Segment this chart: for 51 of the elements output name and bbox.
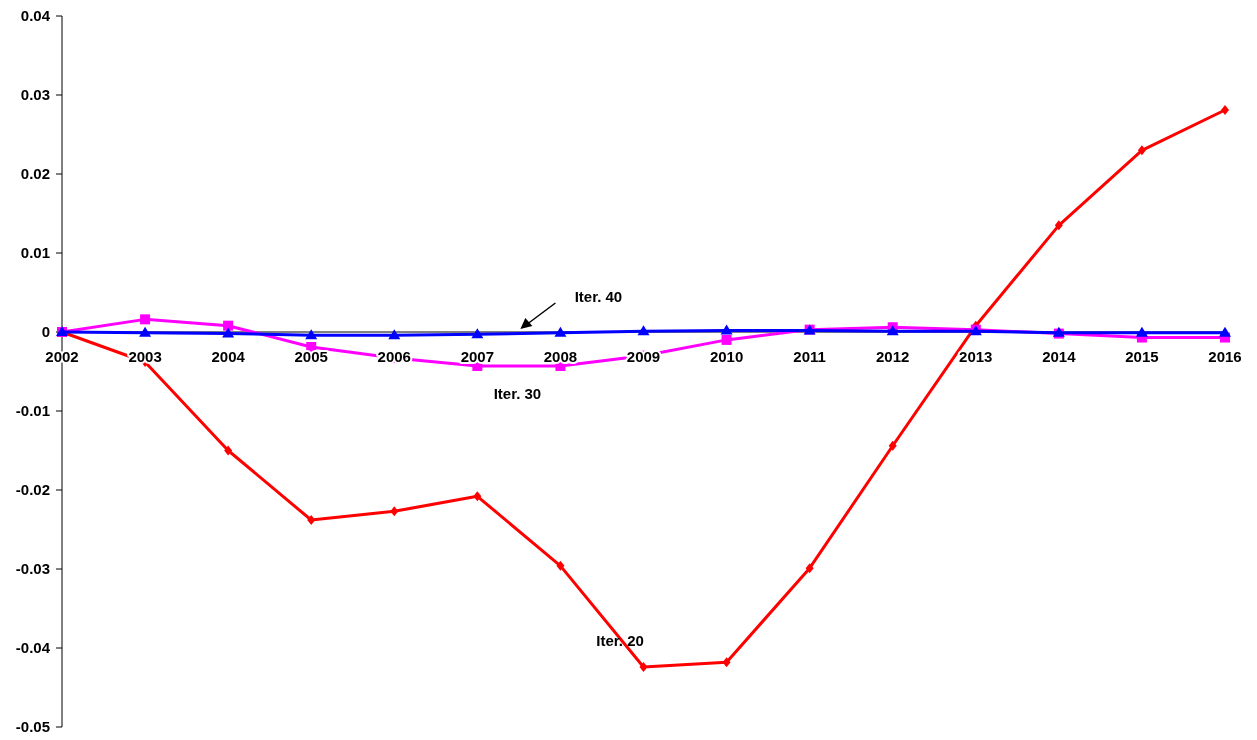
x-tick-label: 2003: [128, 348, 162, 365]
point: [805, 563, 814, 574]
y-tick-label: -0.03: [15, 560, 50, 578]
point: [473, 491, 482, 502]
x-tick-label: 2014: [1042, 348, 1077, 365]
x-tick-label: 2016: [1208, 348, 1242, 365]
point: [140, 314, 151, 325]
point: [1135, 326, 1148, 337]
x-tick-label: 2013: [959, 348, 993, 365]
point: [1137, 145, 1146, 156]
x-tick-label: 2011: [793, 348, 826, 365]
point: [721, 334, 732, 345]
point: [139, 326, 152, 337]
point: [388, 329, 401, 340]
point: [639, 661, 648, 672]
point: [556, 560, 565, 571]
y-tick-label: -0.02: [15, 481, 50, 499]
x-tick-label: 2010: [709, 348, 744, 365]
point: [1219, 326, 1231, 337]
point: [224, 445, 233, 456]
point: [1054, 220, 1063, 231]
y-tick-label: -0.05: [15, 718, 50, 736]
point: [1221, 105, 1229, 116]
point: [305, 329, 318, 340]
point: [471, 328, 484, 339]
x-tick-label: 2015: [1125, 348, 1159, 365]
point: [390, 506, 399, 517]
point: [720, 324, 733, 335]
x-tick-label: 2004: [211, 348, 246, 365]
y-tick-label: 0.02: [20, 165, 50, 183]
series-label: Iter. 40: [574, 288, 623, 305]
x-tick-label: 2007: [460, 348, 495, 365]
y-tick-label: 0.03: [20, 86, 50, 104]
point: [222, 327, 235, 338]
y-tick-label: -0.04: [15, 639, 51, 657]
y-tick-label: 0: [41, 323, 50, 341]
series-label: Iter. 30: [493, 385, 542, 402]
y-tick-label: 0.04: [20, 7, 51, 25]
point: [307, 515, 316, 526]
point: [223, 320, 234, 331]
x-tick-label: 2008: [543, 348, 578, 365]
x-tick-label: 2005: [294, 348, 328, 365]
point: [637, 325, 650, 336]
y-tick-label: -0.01: [15, 402, 50, 420]
x-tick-label: 2002: [45, 348, 79, 365]
x-tick-label: 2012: [876, 348, 910, 365]
series-label: Iter. 20: [596, 631, 644, 649]
point: [554, 326, 567, 337]
point: [888, 440, 897, 451]
point: [722, 657, 731, 668]
y-tick-label: 0.01: [20, 244, 50, 262]
